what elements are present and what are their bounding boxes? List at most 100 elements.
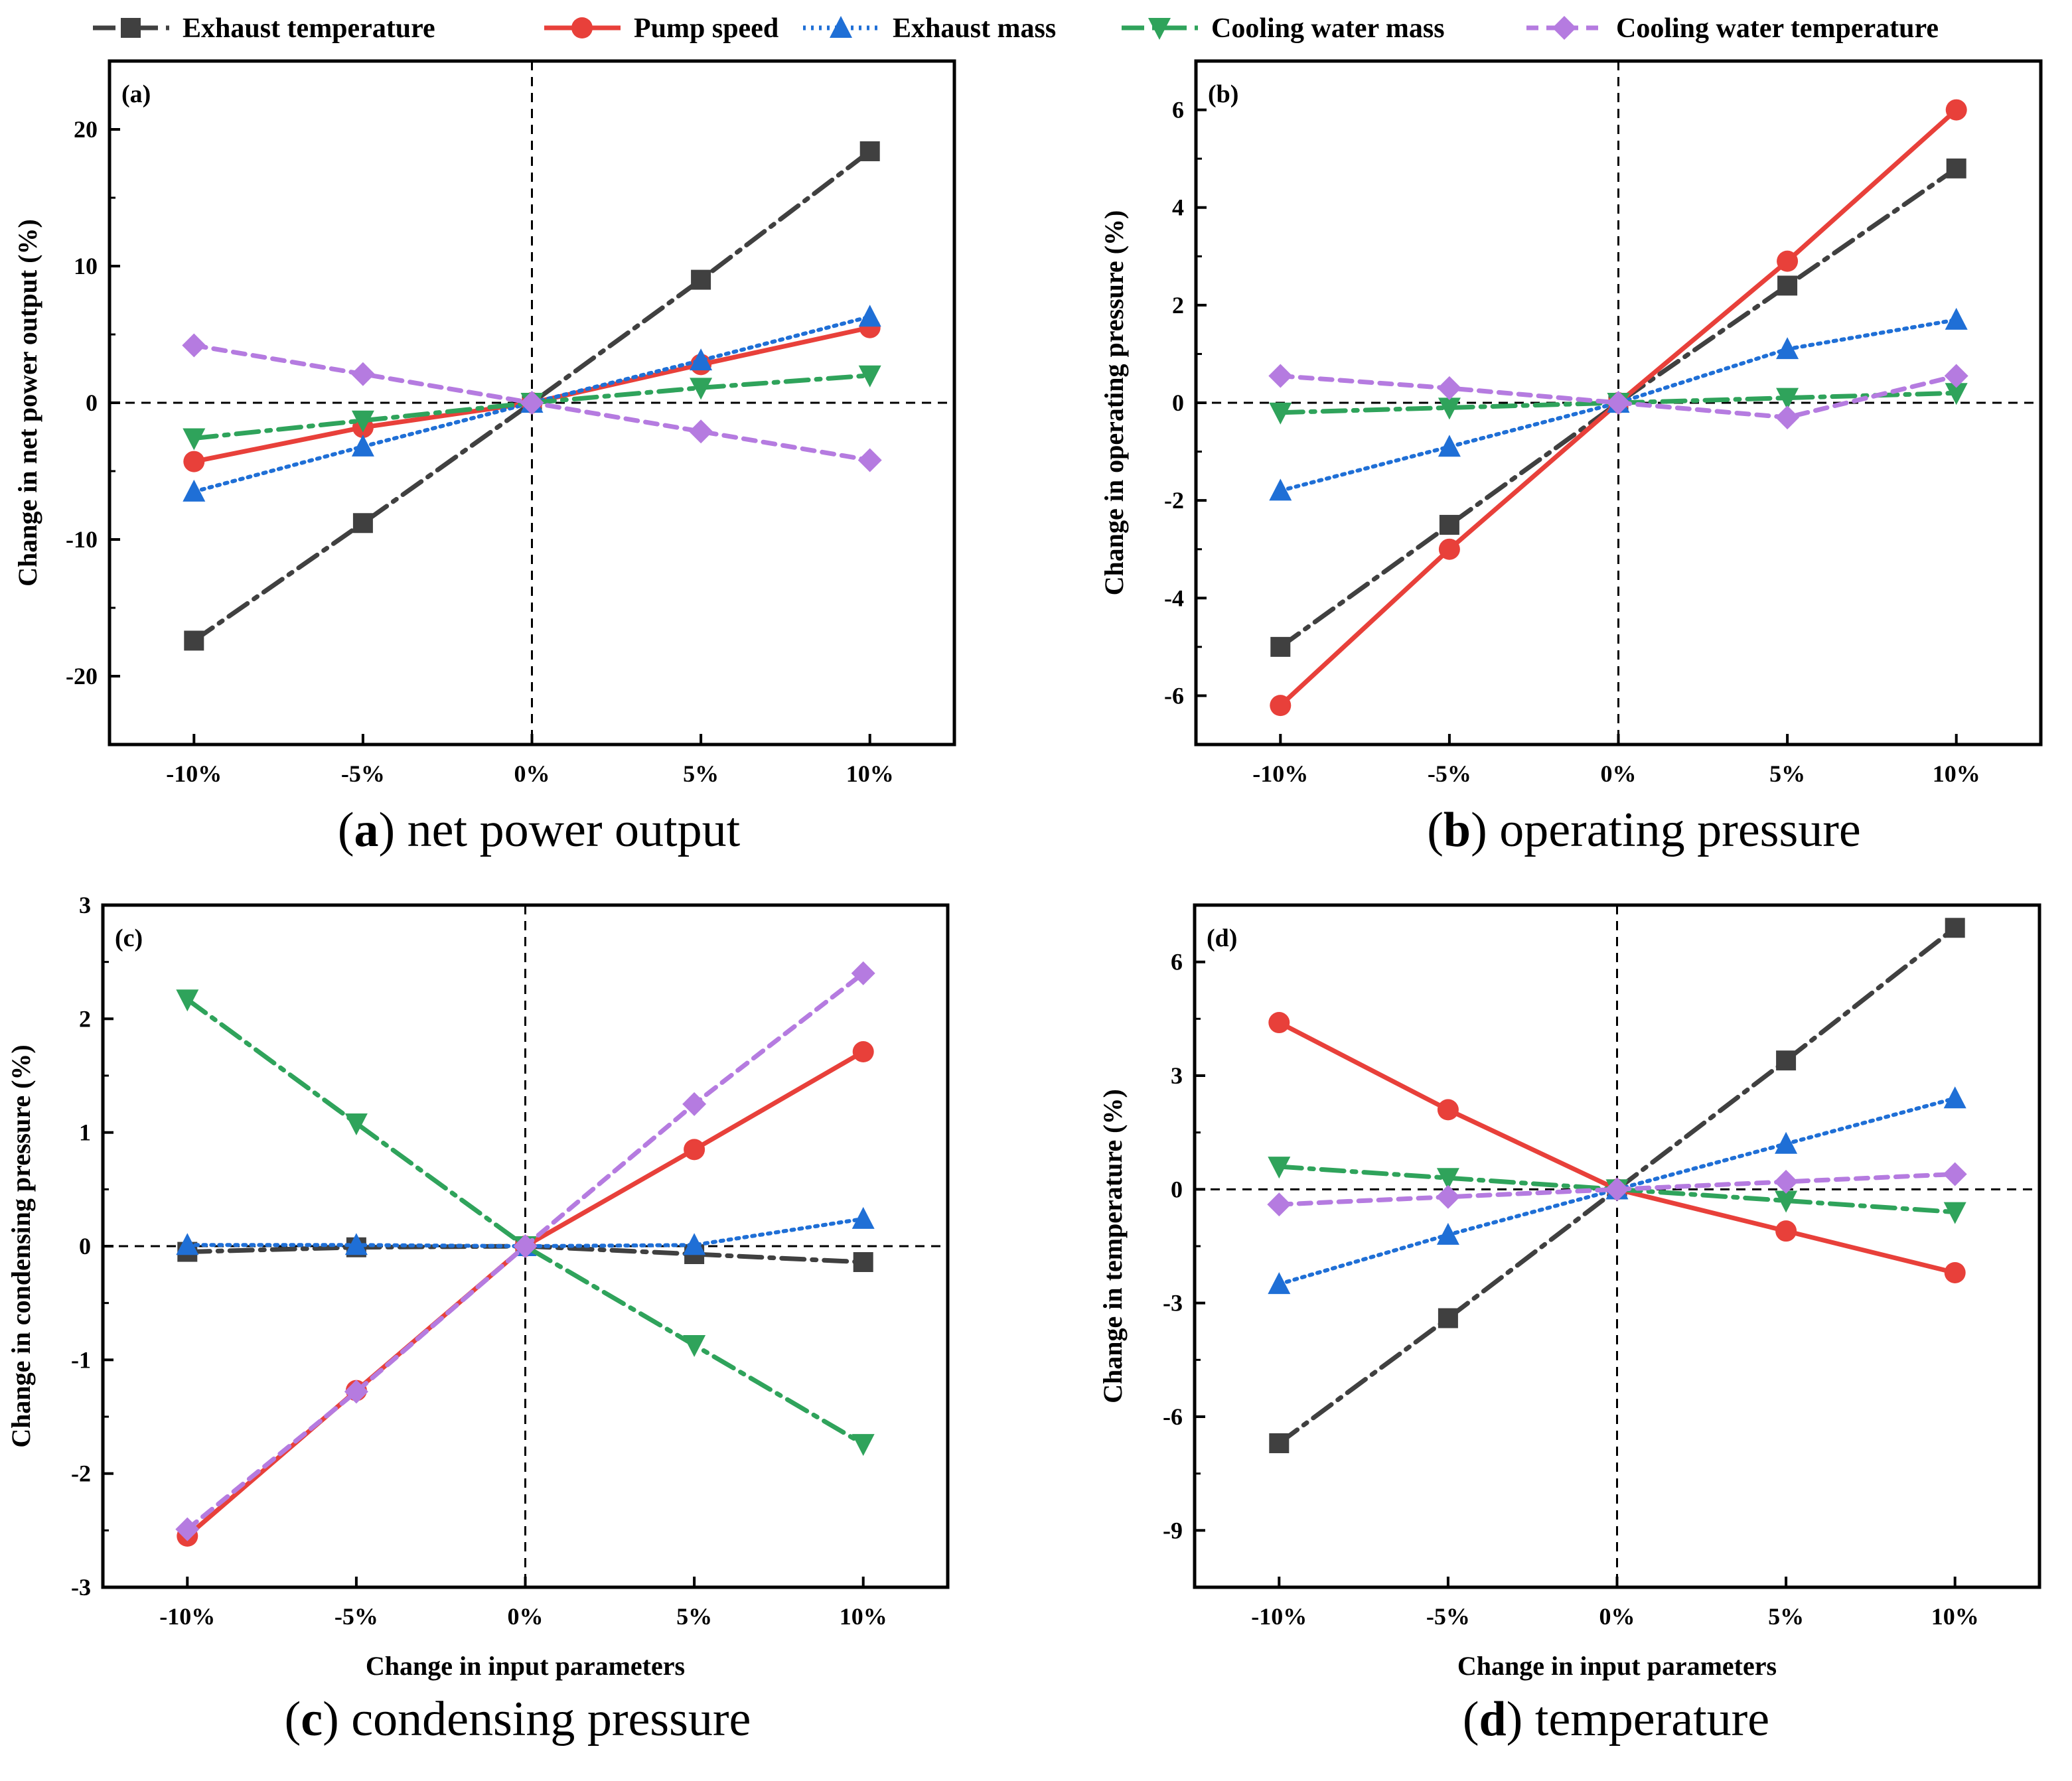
data-point [1945,99,1967,121]
data-point [1945,307,1968,330]
series [182,333,882,472]
data-point [684,1139,705,1161]
caption-paren: ) [1471,803,1487,857]
x-tick-label: -5% [1428,760,1471,787]
y-tick-label: -2 [71,1460,91,1487]
y-tick-label: 3 [79,892,91,918]
data-point [184,630,204,651]
legend-marker [571,17,593,38]
chart-panel: -3 -2 -1 0 1 2 3 -10% -5% 0% 5% 10% (c) Change in con… [6,892,950,1746]
panel-caption: (c) condensing pressure [285,1692,751,1746]
x-tick-label: -5% [334,1603,378,1630]
data-point [1946,158,1966,178]
x-tick-label: 10% [1931,1603,1979,1630]
legend-marker [830,16,852,38]
panel-caption: (a) net power output [338,803,741,857]
x-tick-label: 10% [846,760,894,787]
y-tick-label: -20 [66,663,98,689]
y-tick-label: 20 [74,116,98,143]
caption-letter: a [354,803,379,857]
y-tick-label: -9 [1163,1517,1183,1543]
data-point [1776,1050,1797,1071]
y-tick-label: 3 [1171,1062,1183,1089]
x-tick-label: 0% [1599,1603,1635,1630]
x-tick-label: -10% [166,760,222,787]
legend-item: Cooling water mass [1122,13,1445,44]
chart-panel: -9 -6 -3 0 3 6 -10% -5% 0% 5% 10% (d) Change in temp… [1098,903,2041,1746]
y-tick-label: 0 [1172,390,1184,416]
legend-marker [1552,16,1576,40]
caption-paren: ) [323,1692,339,1746]
y-tick-label: -3 [71,1574,91,1601]
y-tick-label: 4 [1172,194,1184,221]
data-point [183,428,206,451]
data-point [1943,1202,1966,1224]
series [1267,1162,1967,1217]
data-point [1437,1099,1459,1121]
data-point [1439,514,1459,535]
panel-tag: (c) [115,924,143,952]
data-point [351,434,374,457]
caption-title: operating pressure [1487,803,1861,857]
y-tick-label: 6 [1172,97,1184,123]
legend-label: Cooling water temperature [1616,13,1939,44]
y-tick-label: 6 [1171,949,1183,975]
data-point [520,391,544,415]
x-tick-label: 10% [1933,760,1980,787]
legend-marker [121,18,141,38]
data-point [859,141,880,161]
data-point [1436,1184,1460,1209]
data-point [1269,402,1292,425]
caption-paren: ( [1427,803,1443,857]
y-tick-label: 0 [1171,1176,1183,1202]
data-point [1943,1086,1966,1109]
data-point [1269,1433,1290,1453]
data-point [1438,1308,1458,1328]
y-tick-label: 2 [1172,292,1184,319]
y-tick-label: -1 [71,1346,91,1373]
caption-paren: ) [1507,1692,1523,1746]
legend-label: Pump speed [634,13,778,44]
data-point [858,305,881,327]
data-point [1945,918,1965,938]
y-tick-label: -6 [1164,682,1184,709]
data-point [1438,435,1461,457]
data-point [851,961,875,985]
x-tick-label: -10% [1252,760,1308,787]
data-point [176,1233,199,1255]
data-point [344,1233,368,1255]
caption-paren: ( [285,1692,301,1746]
y-tick-label: 10 [74,253,98,279]
y-axis-label: Change in temperature (%) [1098,1089,1128,1403]
caption-paren: ) [379,803,396,857]
x-tick-label: 0% [514,760,550,787]
data-point [1605,1177,1629,1202]
data-point [176,989,199,1012]
data-point [1776,337,1799,360]
data-point [1943,1162,1967,1186]
legend-label: Cooling water mass [1211,13,1445,44]
caption-title: temperature [1522,1692,1769,1746]
data-point [351,410,374,433]
data-point [857,448,882,472]
y-tick-label: -10 [66,526,98,553]
legend-label: Exhaust mass [893,13,1056,44]
x-tick-label: -10% [159,1603,215,1630]
data-point [1268,1157,1291,1179]
x-tick-label: 5% [1769,760,1805,787]
data-point [1436,1168,1459,1190]
data-point [851,1206,875,1229]
y-axis-label: Change in operating pressure (%) [1099,210,1129,596]
data-point [344,1380,368,1404]
data-point [183,451,205,472]
x-tick-label: -5% [341,760,385,787]
caption-paren: ( [338,803,354,857]
data-point [1944,1261,1966,1283]
data-point [683,1335,706,1358]
legend-item: Cooling water temperature [1526,13,1939,44]
data-point [682,1092,707,1116]
data-point [690,348,713,371]
data-point [691,269,711,290]
